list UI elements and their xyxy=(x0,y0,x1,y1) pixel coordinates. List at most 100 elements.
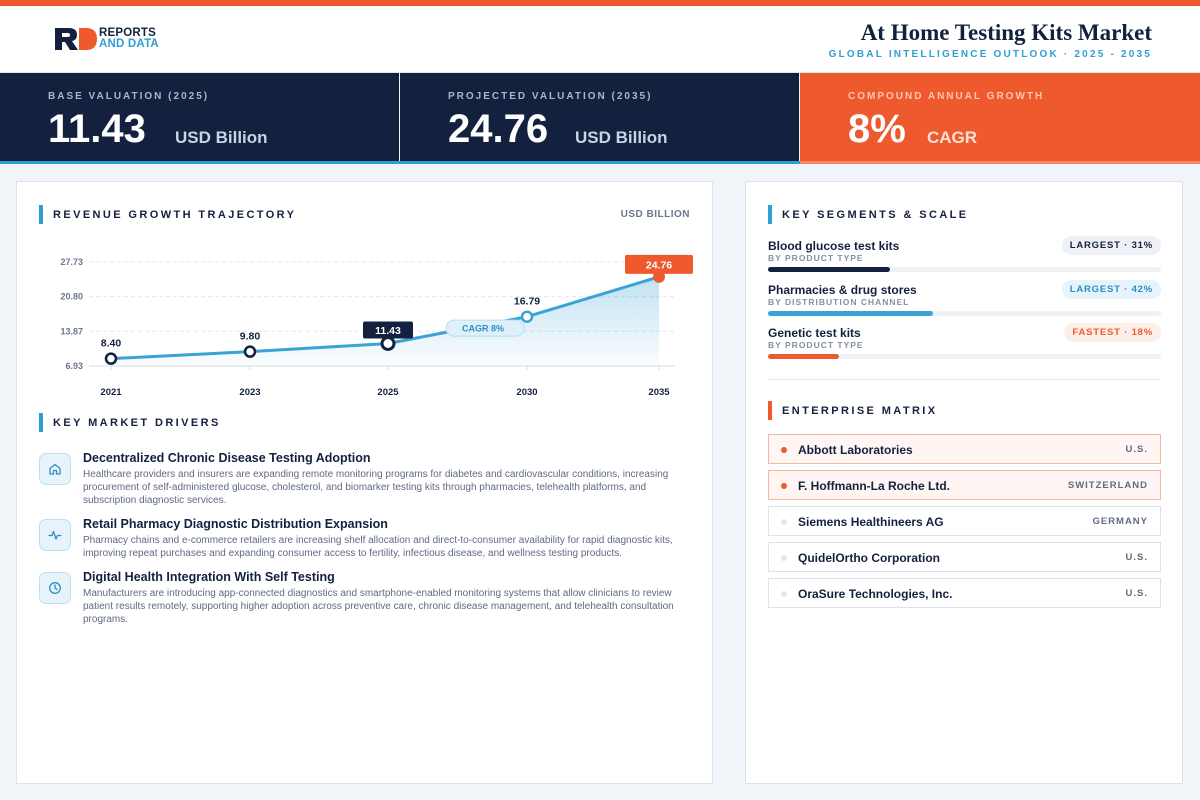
segment-fill xyxy=(768,354,839,359)
data-point xyxy=(380,336,396,351)
status-dot xyxy=(781,591,787,597)
y-tick-label: 6.93 xyxy=(65,361,83,371)
enterprise-row[interactable]: OraSure Technologies, Inc. U.S. xyxy=(768,578,1161,608)
chart-section-title: REVENUE GROWTH TRAJECTORY xyxy=(39,205,296,224)
enterprise-section-title-text: ENTERPRISE MATRIX xyxy=(782,404,938,417)
x-tick-label: 2021 xyxy=(100,387,122,398)
drivers-section-title: KEY MARKET DRIVERS xyxy=(39,413,221,432)
enterprise-country: U.S. xyxy=(1125,444,1148,455)
data-label: 24.76 xyxy=(646,259,672,271)
enterprise-row[interactable]: F. Hoffmann-La Roche Ltd. SWITZERLAND xyxy=(768,470,1161,500)
kpi-projected-valuation: PROJECTED VALUATION (2035) 24.76 USD Bil… xyxy=(400,73,799,164)
data-point xyxy=(653,270,665,283)
kpi-unit: USD Billion xyxy=(575,128,668,147)
logo-line-2: AND DATA xyxy=(99,38,159,50)
x-tick-label: 2023 xyxy=(239,387,260,398)
kpi-label: COMPOUND ANNUAL GROWTH xyxy=(848,91,1045,102)
enterprise-name: QuidelOrtho Corporation xyxy=(798,551,940,565)
kpi-label: PROJECTED VALUATION (2035) xyxy=(448,91,653,102)
kpi-value: 11.43 xyxy=(48,107,146,151)
segment-fill xyxy=(768,311,934,316)
data-label: 8.40 xyxy=(101,338,122,350)
cagr-annotation-pill xyxy=(445,319,525,337)
page-subtitle: GLOBAL INTELLIGENCE OUTLOOK · 2025 - 203… xyxy=(828,49,1152,60)
chart-unit-label: USD BILLION xyxy=(620,209,690,220)
enterprise-country: U.S. xyxy=(1125,552,1148,563)
enterprise-section-title: ENTERPRISE MATRIX xyxy=(768,401,938,420)
segments-section-title-text: KEY SEGMENTS & SCALE xyxy=(782,208,969,221)
kpi-accent-blue xyxy=(0,161,800,164)
kpi-label: BASE VALUATION (2025) xyxy=(48,91,210,102)
driver-item: Decentralized Chronic Disease Testing Ad… xyxy=(39,451,689,511)
logo-line-1: REPORTS xyxy=(99,27,156,39)
y-tick-label: 20.80 xyxy=(60,292,83,302)
driver-description: Pharmacy chains and e-commerce retailers… xyxy=(83,535,673,559)
enterprise-country: U.S. xyxy=(1125,588,1148,599)
left-card: REVENUE GROWTH TRAJECTORY USD BILLION 6.… xyxy=(16,181,713,784)
driver-description: Healthcare providers and insurers are ex… xyxy=(83,469,669,506)
enterprise-name: Siemens Healthineers AG xyxy=(798,515,944,529)
page-title: At Home Testing Kits Market xyxy=(860,20,1152,45)
x-tick-label: 2030 xyxy=(516,387,537,398)
right-card: KEY SEGMENTS & SCALE Blood glucose test … xyxy=(745,181,1183,784)
segment-name: Blood glucose test kits xyxy=(768,239,900,253)
enterprise-country: GERMANY xyxy=(1092,516,1148,527)
section-accent-bar xyxy=(39,205,43,224)
enterprise-row[interactable]: Abbott Laboratories U.S. xyxy=(768,434,1161,464)
data-point xyxy=(520,310,534,323)
enterprise-name: Abbott Laboratories xyxy=(798,443,913,457)
drivers-section-title-text: KEY MARKET DRIVERS xyxy=(53,416,221,429)
driver-item: Retail Pharmacy Diagnostic Distribution … xyxy=(39,517,689,565)
logo: REPORTS AND DATA xyxy=(55,27,159,50)
cagr-annotation-text: CAGR 8% xyxy=(462,324,504,334)
kpi-unit: CAGR xyxy=(927,128,978,147)
section-accent-bar xyxy=(768,401,772,420)
data-label: 16.79 xyxy=(514,296,540,308)
enterprise-row[interactable]: QuidelOrtho Corporation U.S. xyxy=(768,542,1161,572)
segment-track xyxy=(768,267,1161,272)
enterprise-country: SWITZERLAND xyxy=(1067,480,1148,491)
logo-text: REPORTS AND DATA xyxy=(99,27,159,50)
segment-category: BY PRODUCT TYPE xyxy=(768,340,864,350)
driver-title: Retail Pharmacy Diagnostic Distribution … xyxy=(83,517,388,531)
kpi-base-valuation: BASE VALUATION (2025) 11.43 USD Billion xyxy=(0,73,399,164)
segment-fill xyxy=(768,267,890,272)
divider xyxy=(768,379,1161,380)
driver-title: Decentralized Chronic Disease Testing Ad… xyxy=(83,451,371,465)
status-dot xyxy=(781,555,787,561)
driver-title: Digital Health Integration With Self Tes… xyxy=(83,570,335,584)
driver-item: Digital Health Integration With Self Tes… xyxy=(39,570,689,630)
status-dot xyxy=(781,447,787,453)
section-accent-bar xyxy=(39,413,43,432)
segment-row: Pharmacies & drug stores BY DISTRIBUTION… xyxy=(768,280,1161,317)
logo-mark-icon xyxy=(55,28,97,50)
segments-section-title: KEY SEGMENTS & SCALE xyxy=(768,205,969,224)
data-label-box xyxy=(625,254,693,274)
section-accent-bar xyxy=(768,205,772,224)
enterprise-row[interactable]: Siemens Healthineers AG GERMANY xyxy=(768,506,1161,536)
y-tick-label: 27.73 xyxy=(60,257,83,267)
kpi-cagr: COMPOUND ANNUAL GROWTH 8% CAGR xyxy=(800,73,1200,164)
data-point xyxy=(243,345,257,358)
kpi-value: 24.76 xyxy=(448,107,549,151)
x-tick-label: 2025 xyxy=(377,387,399,398)
status-dot xyxy=(781,519,787,525)
kpi-accent-orange xyxy=(800,161,1200,164)
x-tick-label: 2035 xyxy=(648,387,670,398)
chart-area-fill xyxy=(111,276,659,366)
kpi-unit: USD Billion xyxy=(175,128,268,147)
data-label-box xyxy=(363,321,413,339)
chart-section-title-text: REVENUE GROWTH TRAJECTORY xyxy=(53,208,297,221)
segment-name: Pharmacies & drug stores xyxy=(768,283,917,297)
segment-badge: LARGEST · 31% xyxy=(1061,236,1161,255)
enterprise-name: F. Hoffmann-La Roche Ltd. xyxy=(798,479,950,493)
segment-category: BY PRODUCT TYPE xyxy=(768,253,864,263)
driver-description: Manufacturers are introducing app-connec… xyxy=(83,588,674,625)
home-icon xyxy=(39,453,71,485)
y-tick-label: 13.87 xyxy=(60,326,83,336)
segment-track xyxy=(768,354,1161,359)
enterprise-name: OraSure Technologies, Inc. xyxy=(798,587,953,601)
segment-name: Genetic test kits xyxy=(768,326,861,340)
data-label: 9.80 xyxy=(240,331,261,343)
